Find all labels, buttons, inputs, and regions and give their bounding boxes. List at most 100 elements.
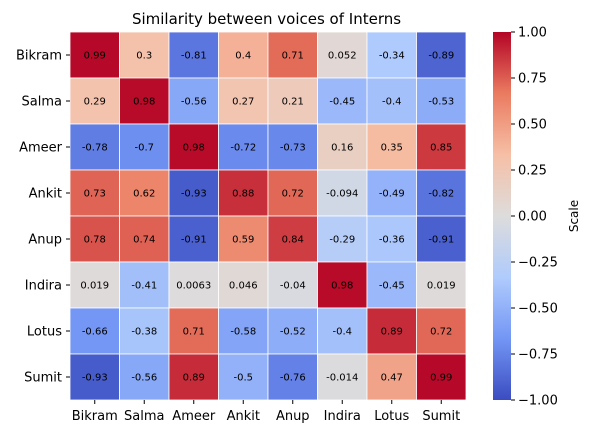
- colorbar-tick-label: 0.25: [518, 164, 547, 179]
- column-label: Lotus: [374, 409, 409, 424]
- heatmap-cell: [267, 353, 318, 401]
- cell-value-label: 0.89: [381, 327, 403, 338]
- cell-value-label: -0.4: [332, 327, 352, 338]
- heatmap-cell: [317, 31, 368, 79]
- cell-value-label: -0.89: [428, 51, 454, 62]
- cell-value-label: 0.29: [84, 97, 106, 108]
- cell-value-label: 0.74: [133, 235, 155, 246]
- cell-value-label: -0.91: [428, 235, 454, 246]
- heatmap-cell: [119, 261, 170, 309]
- row-label: Salma: [22, 95, 62, 110]
- cell-value-label: -0.45: [379, 281, 405, 292]
- heatmap-cell: [416, 123, 467, 171]
- cell-value-label: -0.34: [379, 51, 405, 62]
- cell-value-label: 0.99: [84, 51, 106, 62]
- cell-value-label: -0.41: [131, 281, 157, 292]
- heatmap-cell: [267, 261, 318, 309]
- column-label: Anup: [276, 409, 310, 424]
- column-label: Indira: [324, 409, 361, 424]
- heatmap-cell: [69, 307, 120, 355]
- heatmap-cell: [218, 169, 269, 217]
- column-label: Ameer: [172, 409, 216, 424]
- heatmap-cell: [267, 215, 318, 263]
- heatmap-cell: [416, 307, 467, 355]
- cell-value-label: 0.98: [331, 281, 353, 292]
- heatmap-cell: [267, 169, 318, 217]
- cell-value-label: 0.019: [427, 281, 456, 292]
- cell-value-label: 0.046: [229, 281, 258, 292]
- cell-value-label: -0.76: [280, 373, 306, 384]
- cell-value-label: -0.56: [181, 97, 207, 108]
- heatmap-cell: [267, 123, 318, 171]
- cell-value-label: 0.47: [381, 373, 403, 384]
- cell-value-label: -0.094: [326, 189, 358, 200]
- cell-value-label: -0.91: [181, 235, 207, 246]
- cell-value-label: 0.98: [183, 143, 205, 154]
- heatmap-cell: [168, 261, 219, 309]
- colorbar-tick-label: −0.75: [518, 348, 558, 363]
- colorbar-tick-label: 0.75: [518, 72, 547, 87]
- cell-value-label: 0.27: [232, 97, 254, 108]
- cell-value-label: -0.58: [230, 327, 256, 338]
- cell-value-label: -0.49: [379, 189, 405, 200]
- cell-value-label: 0.85: [430, 143, 452, 154]
- heatmap-cell: [168, 307, 219, 355]
- heatmap-cell: [119, 123, 170, 171]
- cell-value-label: -0.53: [428, 97, 454, 108]
- colorbar-tick-label: 1.00: [518, 26, 547, 41]
- heatmap-cell: [168, 353, 219, 401]
- colorbar-tick-label: 0.00: [518, 210, 547, 225]
- heatmap-cell: [366, 261, 417, 309]
- heatmap-cell: [267, 307, 318, 355]
- cell-value-label: -0.72: [230, 143, 256, 154]
- cell-value-label: 0.84: [282, 235, 304, 246]
- column-labels: Bikram Salma Ameer Ankit Anup Indira Lotus Sumi…: [72, 400, 460, 424]
- column-label: Ankit: [227, 409, 260, 424]
- cell-value-label: -0.29: [329, 235, 355, 246]
- cell-value-label: -0.5: [233, 373, 253, 384]
- row-label: Anup: [28, 233, 62, 248]
- cell-value-label: 0.62: [133, 189, 155, 200]
- cell-value-label: 0.72: [430, 327, 452, 338]
- cell-value-label: -0.52: [280, 327, 306, 338]
- cell-value-label: 0.019: [80, 281, 109, 292]
- heatmap-cells: 0.99 0.3 -0.81 0.4 0.71 0.052 -0.34 -0.89 0.29 0.…: [69, 31, 467, 401]
- cell-value-label: 0.16: [331, 143, 353, 154]
- heatmap-cell: [366, 215, 417, 263]
- cell-value-label: -0.93: [82, 373, 108, 384]
- heatmap-cell: [416, 31, 467, 79]
- row-label: Sumit: [24, 371, 62, 386]
- row-label: Lotus: [27, 325, 62, 340]
- cell-value-label: -0.66: [82, 327, 108, 338]
- cell-value-label: 0.3: [136, 51, 152, 62]
- cell-value-label: -0.36: [379, 235, 405, 246]
- heatmap-cell: [218, 123, 269, 171]
- cell-value-label: 0.88: [232, 189, 254, 200]
- cell-value-label: 0.71: [282, 51, 304, 62]
- colorbar-ticks: 1.00 0.75 0.50 0.25 0.00 −0.25 −0.50 −0.75 −1.00: [511, 26, 558, 409]
- heatmap-cell: [218, 215, 269, 263]
- heatmap-cell: [416, 353, 467, 401]
- heatmap-cell: [168, 123, 219, 171]
- cell-value-label: -0.7: [134, 143, 154, 154]
- heatmap-cell: [119, 307, 170, 355]
- cell-value-label: -0.45: [329, 97, 355, 108]
- column-label: Bikram: [72, 409, 118, 424]
- heatmap-cell: [416, 77, 467, 125]
- row-label: Ameer: [19, 141, 63, 156]
- heatmap-cell: [317, 123, 368, 171]
- heatmap-cell: [416, 261, 467, 309]
- cell-value-label: 0.35: [381, 143, 403, 154]
- cell-value-label: 0.4: [235, 51, 251, 62]
- cell-value-label: -0.04: [280, 281, 306, 292]
- cell-value-label: 0.59: [232, 235, 254, 246]
- colorbar: [493, 32, 511, 400]
- cell-value-label: 0.72: [282, 189, 304, 200]
- heatmap-cell: [366, 169, 417, 217]
- cell-value-label: 0.71: [183, 327, 205, 338]
- cell-value-label: 0.0063: [176, 281, 211, 292]
- heatmap-cell: [317, 307, 368, 355]
- cell-value-label: 0.99: [430, 373, 452, 384]
- chart-title: Similarity between voices of Interns: [132, 10, 401, 28]
